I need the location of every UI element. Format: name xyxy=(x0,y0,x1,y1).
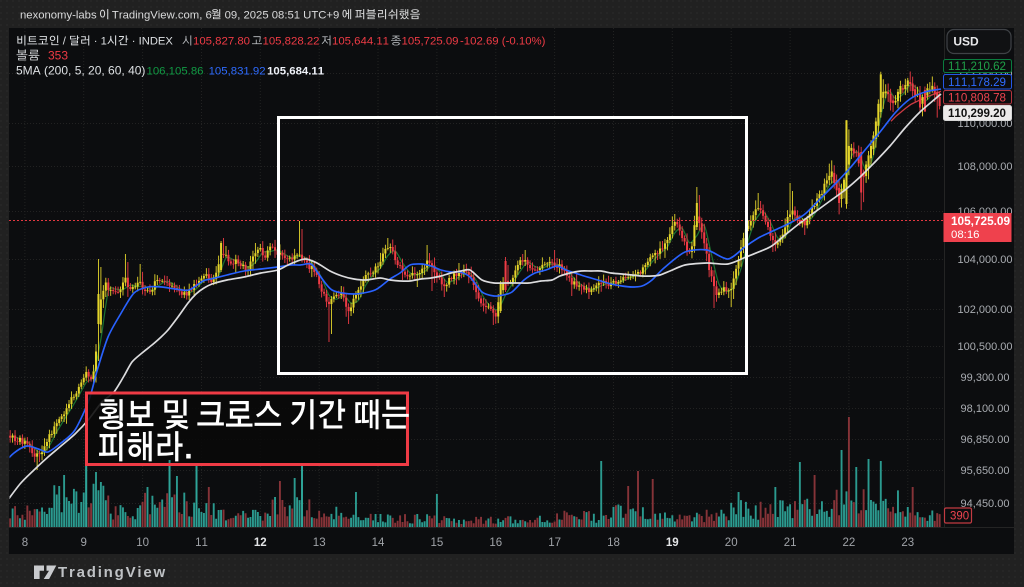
svg-text:nexonomy-labs: nexonomy-labs xyxy=(20,9,100,21)
svg-text:99,300.00: 99,300.00 xyxy=(961,372,1010,384)
svg-text:9: 9 xyxy=(80,537,86,549)
svg-text:110,808.78: 110,808.78 xyxy=(948,92,1006,105)
svg-text:15: 15 xyxy=(431,537,444,549)
svg-text:-102.69 (-0.10%): -102.69 (-0.10%) xyxy=(460,36,546,48)
svg-text:· INDEX: · INDEX xyxy=(129,36,174,48)
svg-text:/: / xyxy=(60,36,69,48)
svg-text:110,299.20: 110,299.20 xyxy=(948,107,1006,120)
svg-text:102,000.00: 102,000.00 xyxy=(957,304,1012,316)
svg-text:14: 14 xyxy=(372,537,385,549)
svg-text:08:16: 08:16 xyxy=(951,229,980,241)
svg-text:TradingView: TradingView xyxy=(58,564,167,581)
svg-text:111,210.62: 111,210.62 xyxy=(948,60,1006,73)
svg-text:USD: USD xyxy=(953,35,979,49)
svg-text:09, 2025 08:51 UTC+9: 09, 2025 08:51 UTC+9 xyxy=(222,9,343,21)
svg-text:105,828.22: 105,828.22 xyxy=(263,36,320,48)
svg-text:105,827.80: 105,827.80 xyxy=(193,36,250,48)
svg-text:8: 8 xyxy=(22,537,28,549)
svg-text:105,684.11: 105,684.11 xyxy=(267,66,325,78)
svg-text:16: 16 xyxy=(489,537,502,549)
svg-text:105,725.09: 105,725.09 xyxy=(951,214,1010,228)
svg-text:100,500.00: 100,500.00 xyxy=(957,341,1012,353)
svg-text:10: 10 xyxy=(136,537,149,549)
svg-text:22: 22 xyxy=(843,537,856,549)
svg-text:17: 17 xyxy=(548,537,561,549)
svg-text:94,450.00: 94,450.00 xyxy=(961,498,1010,510)
svg-text:105,725.09: 105,725.09 xyxy=(402,36,459,48)
svg-text:20: 20 xyxy=(725,537,738,549)
svg-text:12: 12 xyxy=(254,537,267,549)
svg-text:106,105.86: 106,105.86 xyxy=(147,66,204,78)
svg-text:18: 18 xyxy=(607,537,620,549)
svg-text:353: 353 xyxy=(48,49,68,63)
svg-text:13: 13 xyxy=(313,537,326,549)
svg-text:96,850.00: 96,850.00 xyxy=(961,434,1010,446)
svg-text:95,650.00: 95,650.00 xyxy=(961,465,1010,477)
svg-text:98,100.00: 98,100.00 xyxy=(961,403,1010,415)
svg-text:· 1: · 1 xyxy=(91,36,107,48)
svg-text:390: 390 xyxy=(950,511,969,523)
svg-text:21: 21 xyxy=(784,537,797,549)
svg-text:108,000.00: 108,000.00 xyxy=(957,161,1012,173)
svg-text:11: 11 xyxy=(195,537,208,549)
svg-text:105,644.11: 105,644.11 xyxy=(332,36,389,48)
svg-text:105,831.92: 105,831.92 xyxy=(209,66,266,78)
svg-text:5MA (200, 5, 20, 60, 40): 5MA (200, 5, 20, 60, 40) xyxy=(16,64,145,78)
svg-text:23: 23 xyxy=(901,537,914,549)
svg-text:111,178.29: 111,178.29 xyxy=(948,76,1006,89)
svg-text:104,000.00: 104,000.00 xyxy=(957,254,1012,266)
svg-text:19: 19 xyxy=(666,537,679,549)
svg-text:TradingView.com, 6: TradingView.com, 6 xyxy=(109,9,212,21)
